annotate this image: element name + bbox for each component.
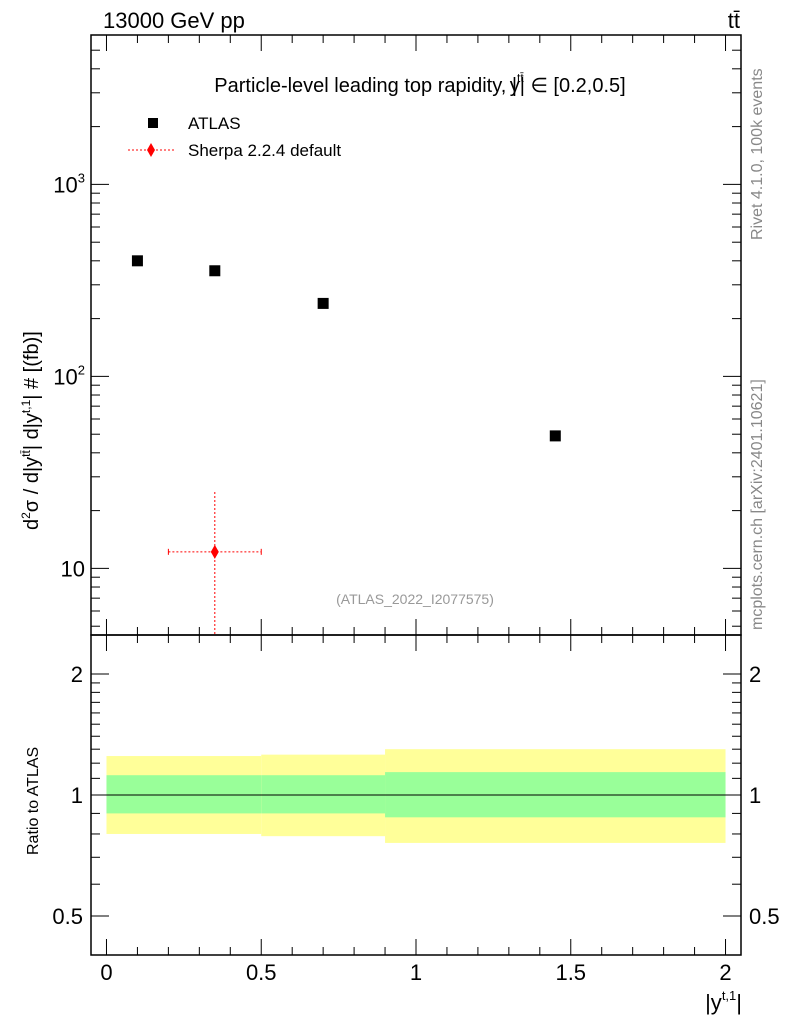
ratio-x-axis-label: |yt,1| bbox=[705, 988, 742, 1015]
legend-atlas-marker bbox=[148, 118, 158, 128]
legend-sherpa-marker bbox=[147, 143, 155, 157]
ratio-x-tick-label: 1 bbox=[410, 960, 422, 985]
ylabel-sup2: t,1 bbox=[19, 399, 33, 413]
ylabel-sigma: σ / d|y bbox=[21, 457, 43, 512]
energy-label: 13000 GeV pp bbox=[103, 8, 245, 33]
ratio-y-tick-label: 1 bbox=[71, 783, 83, 808]
ylabel-two: 2 bbox=[19, 512, 33, 519]
ratio-y-tick-label-right: 2 bbox=[749, 662, 761, 687]
ratio-y-axis-label: Ratio to ATLAS bbox=[25, 747, 42, 855]
process-label: tt̄ bbox=[728, 8, 740, 33]
y-tick-label: 103 bbox=[53, 170, 85, 197]
y-tick-label: 102 bbox=[53, 362, 85, 389]
title-tail: | ∈ [0.2,0.5] bbox=[520, 75, 626, 97]
ratio-inner-band bbox=[106, 775, 262, 814]
atlas-data-point bbox=[131, 255, 143, 267]
ylabel-d: d bbox=[21, 519, 43, 530]
main-y-axis-label: d2σ / d|ytt̄| d|yt,1| # [(fb)] bbox=[19, 331, 43, 530]
y-tick-label-base: 10 bbox=[53, 172, 77, 197]
ratio-x-tick-label: 0.5 bbox=[246, 960, 277, 985]
y-tick-label-base: 10 bbox=[61, 556, 85, 581]
source-label: mcplots.cern.ch [arXiv:2401.10621] bbox=[749, 379, 766, 630]
xlabel-sup: t,1 bbox=[722, 988, 736, 1003]
main-panel: Particle-level leading top rapidity, |tt… bbox=[19, 34, 742, 636]
ratio-y-tick-label: 2 bbox=[71, 662, 83, 687]
analysis-watermark: (ATLAS_2022_I2077575) bbox=[336, 591, 494, 607]
title-main: Particle-level leading top rapidity, | bbox=[214, 75, 517, 97]
ratio-inner-band bbox=[261, 775, 386, 814]
y-tick-label-exp: 3 bbox=[78, 170, 85, 185]
ylabel-tail: | # [(fb)] bbox=[21, 331, 43, 400]
plot-title: Particle-level leading top rapidity, |tt… bbox=[214, 71, 625, 97]
y-tick-label: 10 bbox=[61, 556, 85, 581]
ratio-x-tick-label: 0 bbox=[100, 960, 112, 985]
main-data-marks bbox=[131, 255, 561, 635]
title-base: y bbox=[510, 75, 520, 97]
xlabel-post: | bbox=[736, 990, 742, 1015]
ratio-x-tick-label: 2 bbox=[719, 960, 731, 985]
title-sup: tt̄ bbox=[517, 71, 524, 85]
ratio-panel: Ratio to ATLAS 0.5 0.5 1 1 2 2 0 0.5 1 1.5 2 |yt,1… bbox=[25, 634, 780, 1015]
legend-atlas-label: ATLAS bbox=[188, 114, 241, 133]
ratio-axis-ticks: 0.5 0.5 1 1 2 2 0 0.5 1 1.5 2 bbox=[52, 635, 780, 985]
ylabel-mid: | d|y bbox=[21, 413, 43, 450]
ratio-y-tick-label: 0.5 bbox=[52, 904, 83, 929]
sherpa-data-point bbox=[210, 544, 219, 559]
ratio-y-tick-label-right: 0.5 bbox=[749, 904, 780, 929]
legend-sherpa-label: Sherpa 2.2.4 default bbox=[188, 141, 341, 160]
atlas-data-point bbox=[317, 297, 329, 309]
atlas-data-point bbox=[549, 430, 561, 442]
xlabel-pre: |y bbox=[705, 990, 722, 1015]
y-tick-label-base: 10 bbox=[53, 364, 77, 389]
y-tick-label-exp: 2 bbox=[78, 362, 85, 377]
ratio-x-tick-label: 1.5 bbox=[555, 960, 586, 985]
main-x-axis-ticks bbox=[105, 35, 727, 635]
rivet-version-label: Rivet 4.1.0, 100k events bbox=[749, 68, 766, 240]
legend: ATLAS Sherpa 2.2.4 default bbox=[128, 114, 341, 160]
ratio-bands bbox=[106, 749, 726, 843]
atlas-data-point bbox=[209, 265, 221, 277]
ylabel-sup1: tt̄ bbox=[19, 450, 33, 457]
ratio-y-tick-label-right: 1 bbox=[749, 783, 761, 808]
